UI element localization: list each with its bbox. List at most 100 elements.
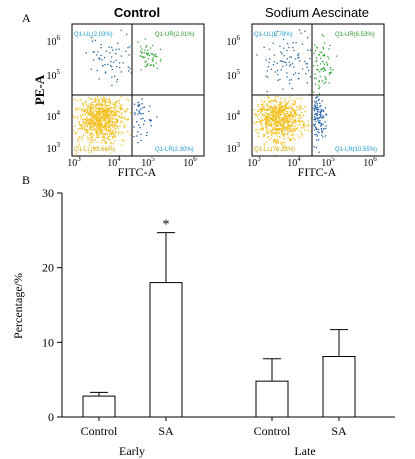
scatter-dot bbox=[111, 76, 113, 78]
scatter-dot bbox=[106, 130, 108, 132]
scatter-dot bbox=[318, 80, 320, 82]
scatter-dot bbox=[276, 115, 279, 117]
scatter-dot bbox=[85, 121, 88, 123]
scatter-dot bbox=[263, 46, 265, 48]
scatter-dot bbox=[112, 142, 114, 145]
scatter-dot bbox=[284, 125, 286, 128]
scatter-dot bbox=[276, 101, 278, 103]
scatter-dot bbox=[78, 121, 80, 123]
scatter-dot bbox=[93, 125, 96, 128]
scatter-dot bbox=[270, 111, 272, 113]
scatter-dot bbox=[267, 113, 269, 115]
scatter-dot bbox=[104, 125, 106, 127]
scatter-dot bbox=[105, 132, 107, 135]
scatter-dot bbox=[279, 124, 281, 127]
scatter-dot bbox=[317, 117, 320, 119]
scatter-dot bbox=[260, 100, 263, 102]
category-label: Control bbox=[81, 424, 118, 438]
scatter-dot bbox=[96, 127, 98, 129]
scatter-dot bbox=[99, 121, 101, 123]
scatter-dot bbox=[297, 108, 300, 111]
scatter-dot bbox=[317, 109, 319, 111]
scatter-dot bbox=[317, 69, 319, 71]
scatter-dot bbox=[276, 128, 278, 130]
scatter-dot bbox=[279, 107, 281, 109]
scatter-dot bbox=[316, 60, 318, 62]
scatter-dot bbox=[100, 47, 102, 49]
scatter-dot bbox=[254, 122, 256, 124]
scatter-dot bbox=[289, 115, 292, 117]
scatter-dot bbox=[113, 140, 116, 142]
scatter-dot bbox=[77, 140, 79, 142]
scatter-dot bbox=[114, 118, 116, 120]
scatter-dot bbox=[267, 118, 269, 120]
x-tick-4: 104 bbox=[287, 155, 301, 169]
scatter-dot bbox=[137, 41, 139, 43]
scatter-dot bbox=[293, 134, 295, 136]
scatter-dot bbox=[99, 130, 101, 132]
scatter-dot bbox=[73, 129, 75, 132]
scatter-dot bbox=[287, 101, 290, 103]
scatter-dot bbox=[285, 119, 287, 121]
scatter-dot bbox=[107, 115, 109, 118]
scatter-dot bbox=[300, 106, 302, 108]
scatter-dot bbox=[277, 125, 279, 127]
scatter-dot bbox=[91, 136, 94, 138]
scatter-dot bbox=[120, 55, 123, 57]
scatter-dot bbox=[300, 132, 303, 135]
scatter-dot bbox=[114, 133, 117, 135]
scatter-dot bbox=[140, 51, 143, 53]
scatter-dot bbox=[294, 58, 297, 60]
scatter-dot bbox=[273, 141, 275, 143]
scatter-dot bbox=[106, 133, 108, 135]
scatter-dot bbox=[313, 107, 315, 109]
scatter-dot bbox=[281, 132, 283, 134]
scatter-dot bbox=[108, 123, 110, 125]
scatter-dot bbox=[100, 128, 102, 131]
scatter-dot bbox=[274, 111, 276, 113]
scatter-dot bbox=[284, 112, 286, 115]
scatter-dot bbox=[82, 114, 84, 116]
scatter-dot bbox=[278, 120, 281, 122]
scatter-dot bbox=[278, 132, 280, 134]
scatter-dot bbox=[113, 124, 115, 126]
scatter-dot bbox=[294, 113, 296, 115]
scatter-dot bbox=[291, 106, 294, 108]
scatter-dot bbox=[259, 109, 261, 111]
scatter-dot bbox=[102, 118, 104, 120]
scatter-dot bbox=[151, 58, 153, 60]
scatter-dot bbox=[98, 121, 101, 123]
scatter-dot bbox=[144, 61, 146, 63]
scatter-dot bbox=[100, 120, 102, 122]
scatter-dot bbox=[298, 72, 300, 75]
scatter-dot bbox=[276, 125, 278, 127]
scatter-dot bbox=[317, 119, 319, 121]
scatter-dot bbox=[282, 107, 284, 109]
scatter-dot bbox=[299, 106, 301, 109]
scatter-dot bbox=[287, 129, 289, 132]
scatter-dot bbox=[143, 123, 145, 126]
scatter-dot bbox=[289, 120, 291, 122]
scatter-dot bbox=[303, 124, 306, 126]
scatter-dot bbox=[93, 51, 95, 53]
scatter-dot bbox=[288, 46, 290, 49]
scatter-dot bbox=[292, 109, 294, 111]
scatter-dot bbox=[141, 103, 143, 105]
scatter-dot bbox=[97, 121, 99, 123]
scatter-dot bbox=[303, 106, 306, 108]
scatter-dot bbox=[266, 129, 268, 132]
scatter-dot bbox=[99, 104, 101, 107]
scatter-dot bbox=[84, 113, 87, 115]
scatter-dot bbox=[283, 109, 285, 111]
scatter-dot bbox=[264, 111, 267, 114]
scatter-dot bbox=[104, 121, 107, 123]
scatter-dot bbox=[286, 121, 289, 123]
scatter-dot bbox=[100, 103, 102, 106]
scatter-dot bbox=[148, 54, 150, 57]
scatter-dot bbox=[93, 116, 95, 118]
scatter-dot bbox=[266, 103, 268, 105]
scatter-dot bbox=[90, 123, 92, 126]
scatter-dot bbox=[133, 126, 135, 128]
scatter-dot bbox=[316, 139, 318, 141]
scatter-dot bbox=[276, 141, 278, 143]
